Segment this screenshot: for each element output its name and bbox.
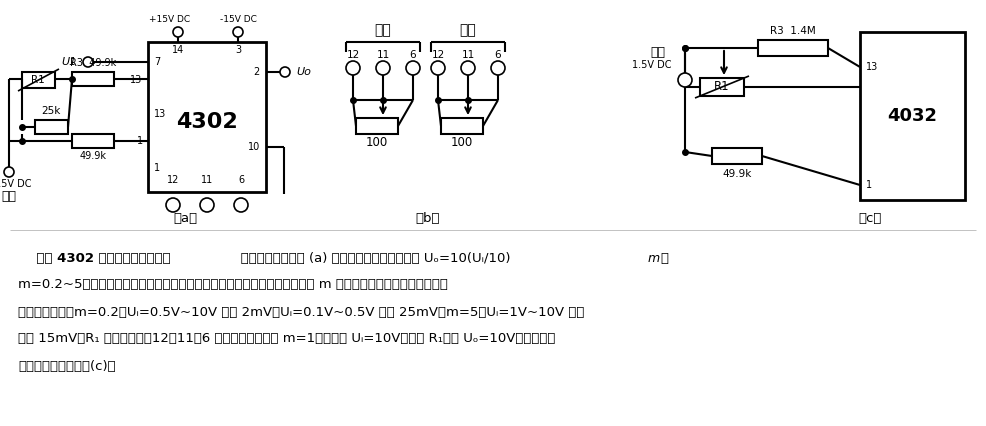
Text: 25k: 25k	[41, 106, 61, 116]
Text: -15V DC: -15V DC	[220, 15, 256, 25]
Bar	[441, 118, 483, 134]
Bar	[700, 78, 744, 96]
Text: 12: 12	[346, 50, 360, 60]
Text: R1: R1	[32, 75, 45, 85]
Bar	[148, 42, 266, 192]
Text: R3  1.4M: R3 1.4M	[770, 26, 815, 36]
Circle shape	[376, 61, 390, 75]
Text: 11: 11	[377, 50, 389, 60]
Text: 1: 1	[137, 136, 143, 146]
Circle shape	[200, 198, 214, 212]
Circle shape	[678, 73, 692, 87]
Text: 1.5V DC: 1.5V DC	[632, 60, 672, 70]
Text: 基准: 基准	[650, 46, 665, 58]
Text: 4032: 4032	[887, 107, 938, 125]
Bar	[72, 134, 114, 148]
Circle shape	[406, 61, 420, 75]
Text: 100: 100	[451, 135, 473, 149]
Circle shape	[166, 198, 180, 212]
Circle shape	[461, 61, 475, 75]
Circle shape	[280, 67, 290, 77]
Text: 6: 6	[238, 175, 245, 185]
Text: 乘方: 乘方	[375, 23, 391, 37]
Text: 13: 13	[866, 62, 879, 72]
Text: 1: 1	[866, 180, 873, 190]
Text: （a）: （a）	[173, 211, 197, 225]
Text: 1: 1	[154, 163, 160, 173]
Text: 11: 11	[201, 175, 213, 185]
Text: （b）: （b）	[416, 211, 441, 225]
Text: m: m	[648, 251, 660, 265]
Text: 7: 7	[154, 57, 161, 67]
Text: 误差典型值是：m=0.2，Uᵢ=0.5V~10V 时为 2mV；Uᵢ=0.1V~0.5V 时为 25mV；m=5，Uᵢ=1V~10V 时误: 误差典型值是：m=0.2，Uᵢ=0.5V~10V 时为 2mV；Uᵢ=0.1V~…	[18, 305, 585, 319]
Circle shape	[346, 61, 360, 75]
Circle shape	[234, 198, 248, 212]
Text: 基准: 基准	[2, 190, 17, 204]
Text: 100: 100	[366, 135, 388, 149]
Text: 12: 12	[167, 175, 179, 185]
Circle shape	[4, 167, 14, 177]
Bar	[22, 72, 55, 88]
Text: m=0.2~5。该电路除用来作乘方、开方电路外，还可以作线性补偿。不同的 m 值，表示不同的指数变换。变换: m=0.2~5。该电路除用来作乘方、开方电路外，还可以作线性补偿。不同的 m 值…	[18, 279, 448, 291]
Text: （c）: （c）	[858, 211, 881, 225]
Text: ，: ，	[660, 251, 668, 265]
Text: +15V DC: +15V DC	[150, 15, 190, 25]
Text: 6: 6	[495, 50, 501, 60]
Text: 13: 13	[130, 75, 142, 85]
Bar	[758, 40, 828, 56]
Text: +15V DC: +15V DC	[0, 179, 32, 189]
Bar	[35, 120, 68, 134]
Circle shape	[491, 61, 505, 75]
Circle shape	[431, 61, 445, 75]
Text: 利用 4302 组成的指数变换电路: 利用 4302 组成的指数变换电路	[18, 251, 171, 265]
Text: 49.9k: 49.9k	[80, 151, 106, 161]
Text: 49.9k: 49.9k	[723, 169, 751, 179]
Bar	[712, 148, 762, 164]
Text: R1: R1	[714, 81, 730, 93]
Text: 11: 11	[461, 50, 474, 60]
Text: 差为 15mV。R₁ 的调整方法：12、11、6 脚连接在一起（使 m=1），输入 Uᵢ=10V，调整 R₁，使 Uₒ=10V。小信号开: 差为 15mV。R₁ 的调整方法：12、11、6 脚连接在一起（使 m=1），输…	[18, 333, 555, 345]
Circle shape	[233, 27, 243, 37]
Text: 方时，电路连接如图(c)。: 方时，电路连接如图(c)。	[18, 360, 115, 372]
Text: Uo: Uo	[296, 67, 311, 77]
Text: 3: 3	[235, 45, 241, 55]
Text: 2: 2	[253, 67, 260, 77]
Text: 12: 12	[432, 50, 445, 60]
Bar	[356, 118, 398, 134]
Text: 4302: 4302	[176, 112, 238, 132]
Text: 10: 10	[247, 142, 260, 152]
Text: 指数变换电路如图 (a) 所示。输入、输出关系为 Uₒ=10(Uᵢ/10): 指数变换电路如图 (a) 所示。输入、输出关系为 Uₒ=10(Uᵢ/10)	[228, 251, 511, 265]
Circle shape	[173, 27, 183, 37]
Bar	[860, 32, 965, 200]
Text: 乘方: 乘方	[459, 23, 476, 37]
Text: 13: 13	[154, 109, 167, 119]
Circle shape	[83, 57, 93, 67]
Text: 6: 6	[410, 50, 416, 60]
Text: R3  49.9k: R3 49.9k	[70, 58, 116, 68]
Bar	[72, 72, 114, 86]
Text: 14: 14	[172, 45, 184, 55]
Text: U1: U1	[62, 57, 77, 67]
